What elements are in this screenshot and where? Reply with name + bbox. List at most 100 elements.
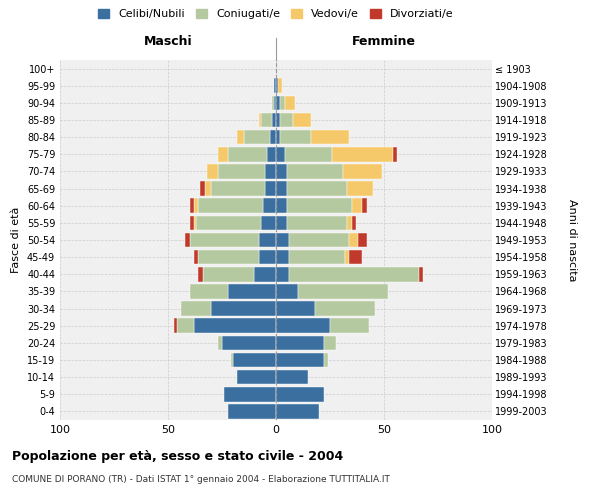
Bar <box>298 284 388 298</box>
Bar <box>276 232 289 248</box>
Bar <box>280 112 293 128</box>
Bar <box>211 182 265 196</box>
Bar <box>362 198 367 213</box>
Bar <box>218 164 265 178</box>
Bar <box>265 164 276 178</box>
Bar <box>287 164 343 178</box>
Bar <box>352 216 356 230</box>
Bar <box>196 216 261 230</box>
Bar <box>289 267 419 281</box>
Bar <box>176 318 194 333</box>
Bar <box>259 112 261 128</box>
Bar <box>229 284 276 298</box>
Bar <box>207 164 218 178</box>
Bar <box>198 198 263 213</box>
Bar <box>261 112 272 128</box>
Bar <box>211 302 276 316</box>
Bar <box>287 216 347 230</box>
Bar <box>222 336 276 350</box>
Bar <box>289 232 349 248</box>
Bar <box>315 302 376 316</box>
Bar <box>254 267 276 281</box>
Bar <box>284 96 295 110</box>
Bar <box>237 130 244 144</box>
Bar <box>343 164 382 178</box>
Bar <box>237 370 276 384</box>
Bar <box>276 96 280 110</box>
Legend: Celibi/Nubili, Coniugati/e, Vedovi/e, Divorziati/e: Celibi/Nubili, Coniugati/e, Vedovi/e, Di… <box>94 4 458 24</box>
Bar <box>392 147 397 162</box>
Bar <box>218 336 222 350</box>
Bar <box>276 352 323 368</box>
Bar <box>272 96 274 110</box>
Bar <box>269 130 276 144</box>
Bar <box>293 112 311 128</box>
Bar <box>280 96 284 110</box>
Bar <box>276 250 289 264</box>
Bar <box>287 198 352 213</box>
Bar <box>198 267 203 281</box>
Bar <box>347 216 352 230</box>
Bar <box>272 112 276 128</box>
Bar <box>274 78 276 93</box>
Bar <box>203 267 254 281</box>
Bar <box>194 250 198 264</box>
Bar <box>268 147 276 162</box>
Text: Femmine: Femmine <box>352 35 416 48</box>
Bar <box>233 352 276 368</box>
Bar <box>194 318 276 333</box>
Bar <box>259 250 276 264</box>
Bar <box>332 147 392 162</box>
Bar <box>190 232 259 248</box>
Bar <box>276 182 287 196</box>
Bar <box>352 198 362 213</box>
Bar <box>185 232 190 248</box>
Text: Maschi: Maschi <box>143 35 193 48</box>
Bar <box>198 250 259 264</box>
Bar <box>229 404 276 418</box>
Bar <box>276 78 278 93</box>
Bar <box>276 198 287 213</box>
Bar <box>244 130 269 144</box>
Y-axis label: Anni di nascita: Anni di nascita <box>567 198 577 281</box>
Bar <box>280 130 311 144</box>
Bar <box>224 387 276 402</box>
Bar <box>263 198 276 213</box>
Bar <box>347 182 373 196</box>
Bar <box>190 284 229 298</box>
Bar <box>175 318 176 333</box>
Bar <box>276 130 280 144</box>
Bar <box>181 302 211 316</box>
Bar <box>284 147 332 162</box>
Bar <box>289 250 345 264</box>
Bar <box>276 318 330 333</box>
Bar <box>276 387 323 402</box>
Bar <box>419 267 423 281</box>
Bar <box>358 232 367 248</box>
Bar <box>276 216 287 230</box>
Bar <box>276 302 315 316</box>
Bar <box>261 216 276 230</box>
Bar <box>311 130 349 144</box>
Bar <box>265 182 276 196</box>
Bar <box>276 112 280 128</box>
Bar <box>274 96 276 110</box>
Bar <box>190 216 194 230</box>
Bar <box>205 182 211 196</box>
Bar <box>276 267 289 281</box>
Text: COMUNE DI PORANO (TR) - Dati ISTAT 1° gennaio 2004 - Elaborazione TUTTITALIA.IT: COMUNE DI PORANO (TR) - Dati ISTAT 1° ge… <box>12 475 390 484</box>
Bar <box>345 250 349 264</box>
Bar <box>323 352 328 368</box>
Bar <box>276 147 284 162</box>
Bar <box>190 198 194 213</box>
Bar <box>349 232 358 248</box>
Bar <box>278 78 283 93</box>
Bar <box>218 147 229 162</box>
Bar <box>230 352 233 368</box>
Bar <box>229 147 268 162</box>
Text: Popolazione per età, sesso e stato civile - 2004: Popolazione per età, sesso e stato civil… <box>12 450 343 463</box>
Bar <box>259 232 276 248</box>
Bar <box>287 182 347 196</box>
Bar <box>349 250 362 264</box>
Bar <box>276 370 308 384</box>
